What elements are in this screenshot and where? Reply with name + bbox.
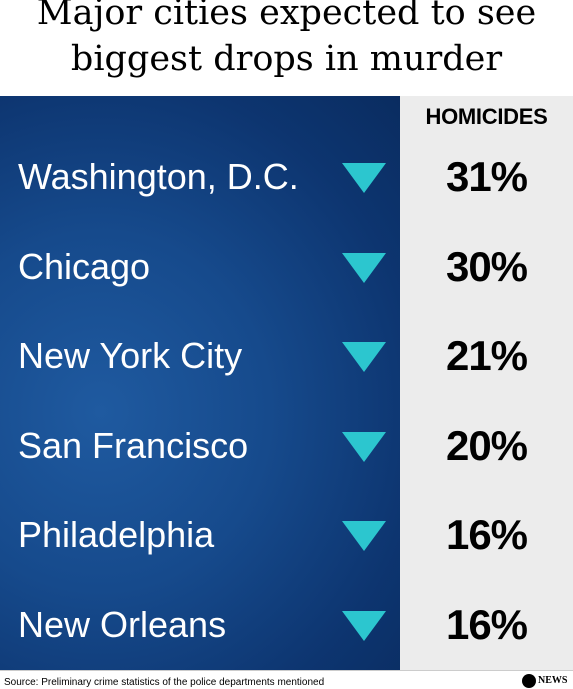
homicide-change-value: 31% xyxy=(445,153,528,200)
network-logo-icon xyxy=(522,674,536,688)
table-row: Chicago 30% xyxy=(0,227,573,307)
table-row: New Orleans 16% xyxy=(0,585,573,665)
source-note: Source: Preliminary crime statistics of … xyxy=(4,677,325,688)
city-name: New Orleans xyxy=(18,603,227,645)
down-arrow-icon xyxy=(342,163,386,193)
column-header-homicides: HOMICIDES xyxy=(425,104,548,129)
headline-line-2: biggest drops in murder xyxy=(70,39,503,79)
table-row: New York City 21% xyxy=(0,316,573,396)
down-arrow-icon xyxy=(342,431,386,462)
down-arrow-icon xyxy=(342,521,386,551)
homicide-change-value: 16% xyxy=(445,511,528,558)
footer-divider xyxy=(0,670,573,671)
table-row: San Francisco 20% xyxy=(0,406,573,486)
city-name: Washington, D.C. xyxy=(18,156,299,197)
homicide-change-value: 16% xyxy=(445,600,528,648)
homicide-change-value: 21% xyxy=(445,332,528,379)
down-arrow-icon xyxy=(342,252,386,283)
news-logo: NEWS xyxy=(522,674,567,688)
city-panel xyxy=(0,96,400,670)
value-panel xyxy=(400,96,573,670)
headline-line-1: Major cities expected to see xyxy=(36,0,537,33)
city-name: San Francisco xyxy=(18,424,249,466)
homicide-change-value: 20% xyxy=(445,421,528,469)
table-row: Philadelphia 16% xyxy=(0,495,573,575)
down-arrow-icon xyxy=(342,610,386,641)
city-name: Chicago xyxy=(18,245,151,287)
city-name: Philadelphia xyxy=(18,514,215,555)
headline: Major cities expected to see biggest dro… xyxy=(0,0,573,96)
logo-wordmark: NEWS xyxy=(538,675,568,686)
table-row: Washington, D.C. 31% xyxy=(0,137,573,217)
homicide-change-value: 30% xyxy=(445,242,528,290)
down-arrow-icon xyxy=(342,342,386,372)
city-name: New York City xyxy=(18,335,243,376)
